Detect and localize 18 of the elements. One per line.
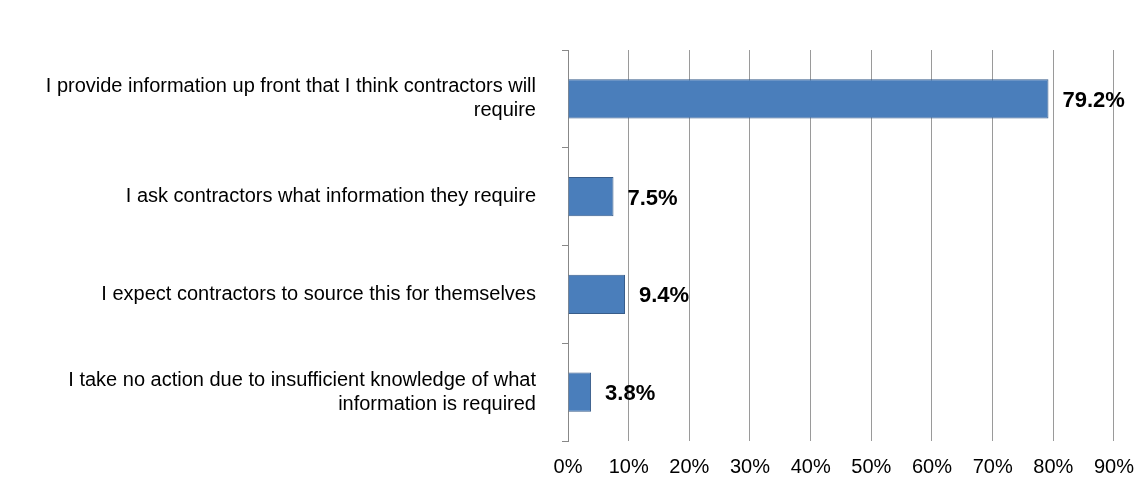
x-tick-label: 80%: [1033, 454, 1074, 477]
y-tick-label: I expect contractors to source this for themselves: [101, 281, 536, 304]
data-label: 79.2%: [1062, 86, 1125, 112]
y-tick-label: I take no action due to insufficient knowledge of what information is required: [68, 367, 537, 414]
x-tick-label: 90%: [1093, 454, 1135, 477]
x-tick-label: 0%: [553, 454, 583, 477]
x-tick-label: 20%: [669, 454, 710, 477]
data-label: 7.5%: [627, 184, 678, 210]
data-label: 9.4%: [639, 282, 690, 308]
x-tick-label: 10%: [608, 454, 649, 477]
y-tick-label: I provide information up front that I think contractors will require: [45, 74, 536, 121]
x-tick-label: 50%: [851, 454, 892, 477]
x-tick-label: 60%: [911, 454, 953, 477]
y-tick-label: I ask contractors what information they require: [125, 184, 536, 207]
x-tick-label: 70%: [972, 454, 1013, 477]
x-tick-label: 30%: [729, 454, 771, 477]
x-tick-label: 40%: [790, 454, 831, 477]
data-label: 3.8%: [605, 380, 656, 406]
